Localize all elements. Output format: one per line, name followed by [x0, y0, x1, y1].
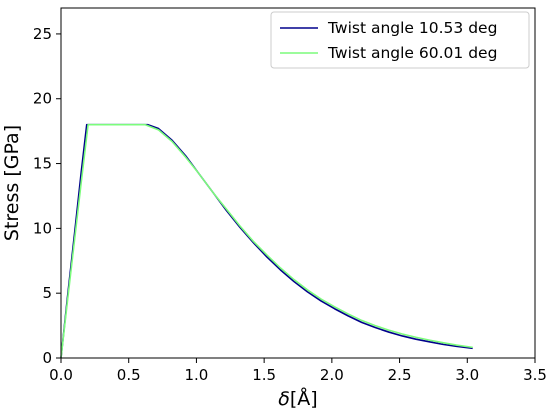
y-tick-label: 0: [42, 349, 52, 367]
plot-lines: [60, 123, 473, 359]
x-tick-label: 2.5: [388, 366, 412, 384]
series-line-1: [60, 123, 473, 359]
legend: Twist angle 10.53 deg Twist angle 60.01 d…: [270, 11, 530, 69]
y-tick-label: 25: [33, 25, 52, 43]
y-axis-label: Stress [GPa]: [1, 125, 23, 241]
series-line-2: [60, 123, 473, 359]
y-tick-label: 5: [42, 284, 52, 302]
x-axis-label-symbol: δ: [278, 388, 290, 410]
x-axis: 0.0 0.5 1.0 1.5 2.0 2.5 3.0 3.5: [49, 358, 547, 384]
x-tick-label: 2.0: [320, 366, 344, 384]
x-tick-label: 1.0: [184, 366, 208, 384]
y-tick-label: 20: [33, 90, 52, 108]
plot-frame: [60, 7, 536, 359]
x-axis-label: δ[Å]: [278, 387, 317, 410]
x-tick-label: 3.5: [523, 366, 547, 384]
x-tick-label: 3.0: [455, 366, 479, 384]
legend-label-1: Twist angle 10.53 deg: [327, 19, 497, 37]
x-tick-label: 0.5: [117, 366, 141, 384]
y-tick-label: 10: [33, 219, 52, 237]
y-axis: 0 5 10 15 20 25: [33, 25, 61, 367]
legend-label-2: Twist angle 60.01 deg: [327, 44, 497, 62]
legend-entries: Twist angle 10.53 deg Twist angle 60.01 d…: [280, 19, 497, 62]
x-tick-label: 0.0: [49, 366, 73, 384]
x-tick-label: 1.5: [252, 366, 276, 384]
y-tick-label: 15: [33, 155, 52, 173]
legend-box: [270, 11, 530, 69]
x-axis-label-unit: [Å]: [290, 387, 318, 410]
